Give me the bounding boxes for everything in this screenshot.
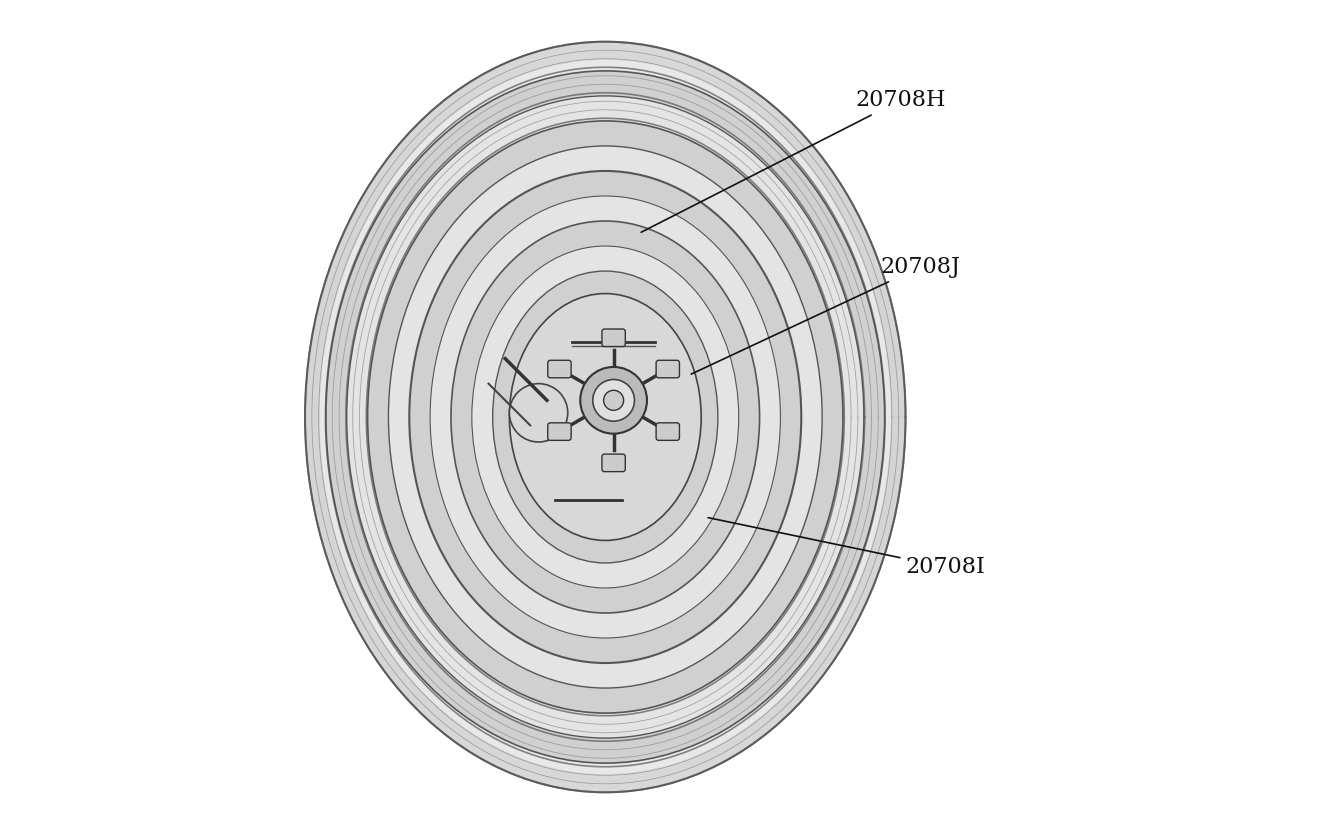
Circle shape: [581, 367, 646, 434]
Text: 20708J: 20708J: [691, 256, 961, 374]
Text: 20708I: 20708I: [708, 518, 985, 578]
Ellipse shape: [368, 121, 843, 713]
Ellipse shape: [430, 196, 781, 638]
FancyBboxPatch shape: [548, 360, 571, 378]
Circle shape: [603, 390, 624, 410]
Ellipse shape: [493, 271, 718, 563]
Ellipse shape: [347, 96, 864, 738]
Circle shape: [509, 384, 567, 442]
Ellipse shape: [305, 42, 906, 792]
FancyBboxPatch shape: [548, 423, 571, 440]
FancyBboxPatch shape: [602, 454, 625, 472]
Ellipse shape: [325, 71, 884, 763]
Ellipse shape: [410, 171, 801, 663]
FancyBboxPatch shape: [602, 329, 625, 347]
Text: 20708H: 20708H: [641, 89, 946, 232]
Ellipse shape: [388, 146, 823, 688]
Ellipse shape: [509, 294, 702, 540]
Circle shape: [593, 379, 634, 421]
Ellipse shape: [452, 221, 759, 613]
Ellipse shape: [472, 246, 739, 588]
FancyBboxPatch shape: [656, 423, 680, 440]
FancyBboxPatch shape: [656, 360, 680, 378]
